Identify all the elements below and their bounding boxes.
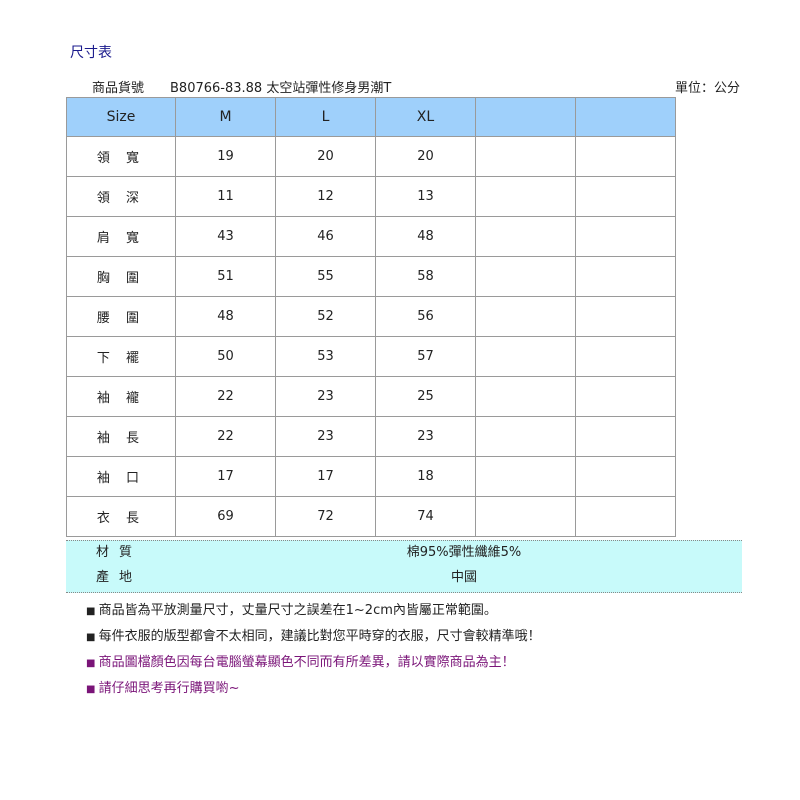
size-table: Size M L XL 領 寬 19 20 20 領 深 11 12 13 肩 寬 43 46 48 胸 圍 51…: [66, 97, 676, 537]
size-value-cell: 72: [275, 496, 376, 537]
table-row: 腰 圍 48 52 56: [66, 296, 676, 337]
material-row: 材質 棉95%彈性纖維5%: [66, 541, 742, 565]
measurement-label-cell: 袖 口: [66, 456, 176, 497]
table-row: 袖 長 22 23 23: [66, 416, 676, 457]
size-value-cell: [575, 336, 676, 377]
measurement-label-cell: 腰 圍: [66, 296, 176, 337]
info-band: 材質 棉95%彈性纖維5% 產地 中國: [66, 540, 742, 593]
table-row: 領 寬 19 20 20: [66, 136, 676, 177]
size-value-cell: [575, 136, 676, 177]
note-item: 每件衣服的版型都會不太相同，建議比對您平時穿的衣服，尺寸會較精準哦！: [86, 624, 541, 650]
origin-row: 產地 中國: [66, 566, 742, 590]
measurement-label-cell: 肩 寬: [66, 216, 176, 257]
table-row: 袖 襱 22 23 25: [66, 376, 676, 417]
page-title: 尺寸表: [70, 45, 112, 61]
size-value-cell: [475, 216, 576, 257]
size-value-cell: [575, 176, 676, 217]
size-value-cell: 53: [275, 336, 376, 377]
measurement-label-cell: 下 襬: [66, 336, 176, 377]
size-value-cell: 74: [375, 496, 476, 537]
size-value-cell: [475, 296, 576, 337]
size-value-cell: [575, 216, 676, 257]
size-value-cell: 57: [375, 336, 476, 377]
size-value-cell: 18: [375, 456, 476, 497]
size-value-cell: 69: [175, 496, 276, 537]
size-value-cell: 51: [175, 256, 276, 297]
measurement-label-cell: 領 深: [66, 176, 176, 217]
product-value: B80766-83.88 太空站彈性修身男潮T: [170, 81, 392, 96]
note-item: 商品圖檔顏色因每台電腦螢幕顯色不同而有所差異，請以實際商品為主！: [86, 650, 541, 676]
size-value-cell: [475, 136, 576, 177]
size-value-cell: 56: [375, 296, 476, 337]
table-row: 下 襬 50 53 57: [66, 336, 676, 377]
size-value-cell: 22: [175, 376, 276, 417]
size-value-cell: 17: [175, 456, 276, 497]
column-header: [475, 97, 576, 137]
size-value-cell: [475, 176, 576, 217]
material-label: 材質: [96, 545, 143, 560]
size-value-cell: 58: [375, 256, 476, 297]
product-label: 商品貨號: [92, 81, 145, 96]
size-value-cell: [575, 456, 676, 497]
size-value-cell: 13: [375, 176, 476, 217]
size-value-cell: [475, 336, 576, 377]
size-value-cell: [575, 496, 676, 537]
measurement-label-cell: 領 寬: [66, 136, 176, 177]
column-header: XL: [375, 97, 476, 137]
size-value-cell: 20: [275, 136, 376, 177]
size-value-cell: 23: [275, 416, 376, 457]
size-value-cell: [475, 256, 576, 297]
size-value-cell: 43: [175, 216, 276, 257]
table-row: 胸 圍 51 55 58: [66, 256, 676, 297]
table-row: 領 深 11 12 13: [66, 176, 676, 217]
size-value-cell: 19: [175, 136, 276, 177]
measurement-label-cell: 袖 襱: [66, 376, 176, 417]
table-row: 肩 寬 43 46 48: [66, 216, 676, 257]
size-value-cell: [475, 376, 576, 417]
notes-list: 商品皆為平放測量尺寸，丈量尺寸之誤差在1~2cm內皆屬正常範圍。 每件衣服的版型…: [86, 598, 541, 702]
size-value-cell: 23: [275, 376, 376, 417]
table-row: 衣 長 69 72 74: [66, 496, 676, 537]
origin-value: 中國: [450, 570, 477, 585]
column-header: M: [175, 97, 276, 137]
origin-label: 產地: [96, 570, 143, 585]
size-value-cell: [475, 416, 576, 457]
note-item: 商品皆為平放測量尺寸，丈量尺寸之誤差在1~2cm內皆屬正常範圍。: [86, 598, 541, 624]
size-value-cell: 12: [275, 176, 376, 217]
measurement-label-cell: 袖 長: [66, 416, 176, 457]
size-value-cell: 46: [275, 216, 376, 257]
size-value-cell: 22: [175, 416, 276, 457]
size-value-cell: 25: [375, 376, 476, 417]
column-header: Size: [66, 97, 176, 137]
product-info: 商品貨號 B80766-83.88 太空站彈性修身男潮T: [92, 77, 417, 96]
size-value-cell: [575, 376, 676, 417]
size-value-cell: [575, 296, 676, 337]
note-item: 請仔細思考再行購買喲~: [86, 676, 541, 702]
size-value-cell: 17: [275, 456, 376, 497]
size-value-cell: 48: [175, 296, 276, 337]
size-value-cell: 23: [375, 416, 476, 457]
size-value-cell: 11: [175, 176, 276, 217]
material-value: 棉95%彈性纖維5%: [406, 545, 522, 560]
column-header: [575, 97, 676, 137]
table-row: 袖 口 17 17 18: [66, 456, 676, 497]
size-value-cell: [575, 256, 676, 297]
size-value-cell: [475, 496, 576, 537]
size-value-cell: 52: [275, 296, 376, 337]
size-value-cell: 48: [375, 216, 476, 257]
size-value-cell: 55: [275, 256, 376, 297]
header-row: Size M L XL: [66, 97, 676, 137]
size-value-cell: 20: [375, 136, 476, 177]
size-value-cell: 50: [175, 336, 276, 377]
measurement-label-cell: 胸 圍: [66, 256, 176, 297]
column-header: L: [275, 97, 376, 137]
unit-label: 單位：公分: [674, 81, 740, 96]
size-value-cell: [575, 416, 676, 457]
measurement-label-cell: 衣 長: [66, 496, 176, 537]
size-value-cell: [475, 456, 576, 497]
